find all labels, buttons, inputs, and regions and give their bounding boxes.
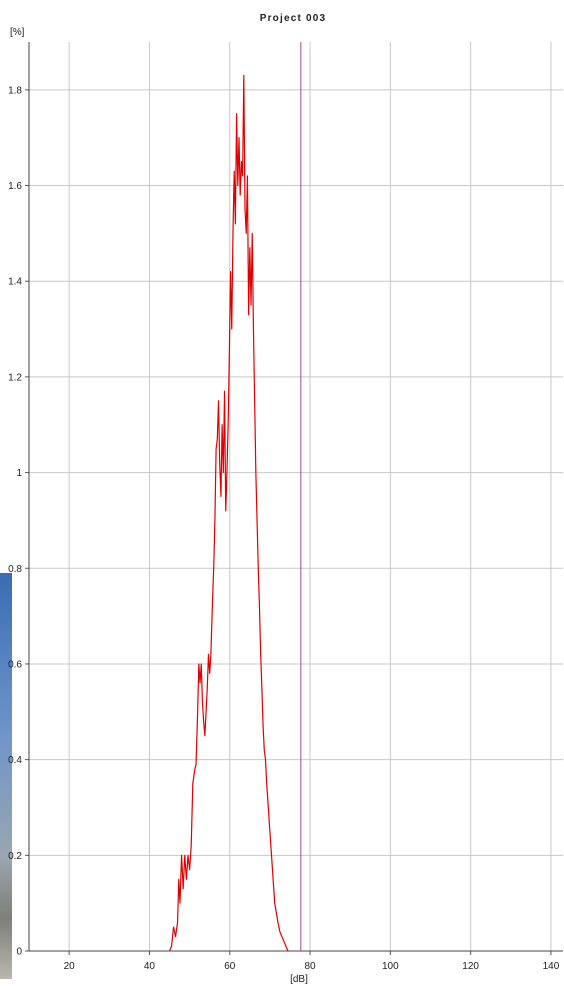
- y-tick-label: 1.2: [8, 372, 22, 383]
- series-group: [168, 74, 289, 952]
- y-tick-label: 0.2: [8, 851, 22, 862]
- y-tick-label: 1: [16, 468, 22, 479]
- grid: [29, 42, 563, 952]
- x-tick-label: 20: [64, 961, 76, 972]
- axes: [25, 42, 563, 955]
- y-tick-label: 1.6: [8, 181, 22, 192]
- y-tick-label: 0.4: [8, 755, 22, 766]
- y-tick-label: 0.8: [8, 564, 22, 575]
- x-tick-label: 100: [382, 961, 399, 972]
- y-tick-label: 1.4: [8, 277, 22, 288]
- y-axis-label: [%]: [10, 27, 25, 38]
- x-tick-label: 140: [543, 961, 560, 972]
- y-tick-label: 0: [16, 947, 22, 958]
- x-tick-label: 120: [462, 961, 479, 972]
- tick-labels: 20 40 60 80 100 120 140 0 0.2 0.4 0.6 0.8 1 1.2 1.4 1.6…: [8, 85, 560, 972]
- x-tick-label: 40: [144, 961, 156, 972]
- chart-title: Project 003: [260, 13, 327, 24]
- x-tick-label: 80: [304, 961, 316, 972]
- series-line: [168, 74, 289, 952]
- y-tick-label: 0.6: [8, 659, 22, 670]
- x-tick-label: 60: [224, 961, 236, 972]
- y-tick-label: 1.8: [8, 85, 22, 96]
- background-photo-fragment: [0, 573, 12, 979]
- x-axis-label: [dB]: [290, 974, 308, 985]
